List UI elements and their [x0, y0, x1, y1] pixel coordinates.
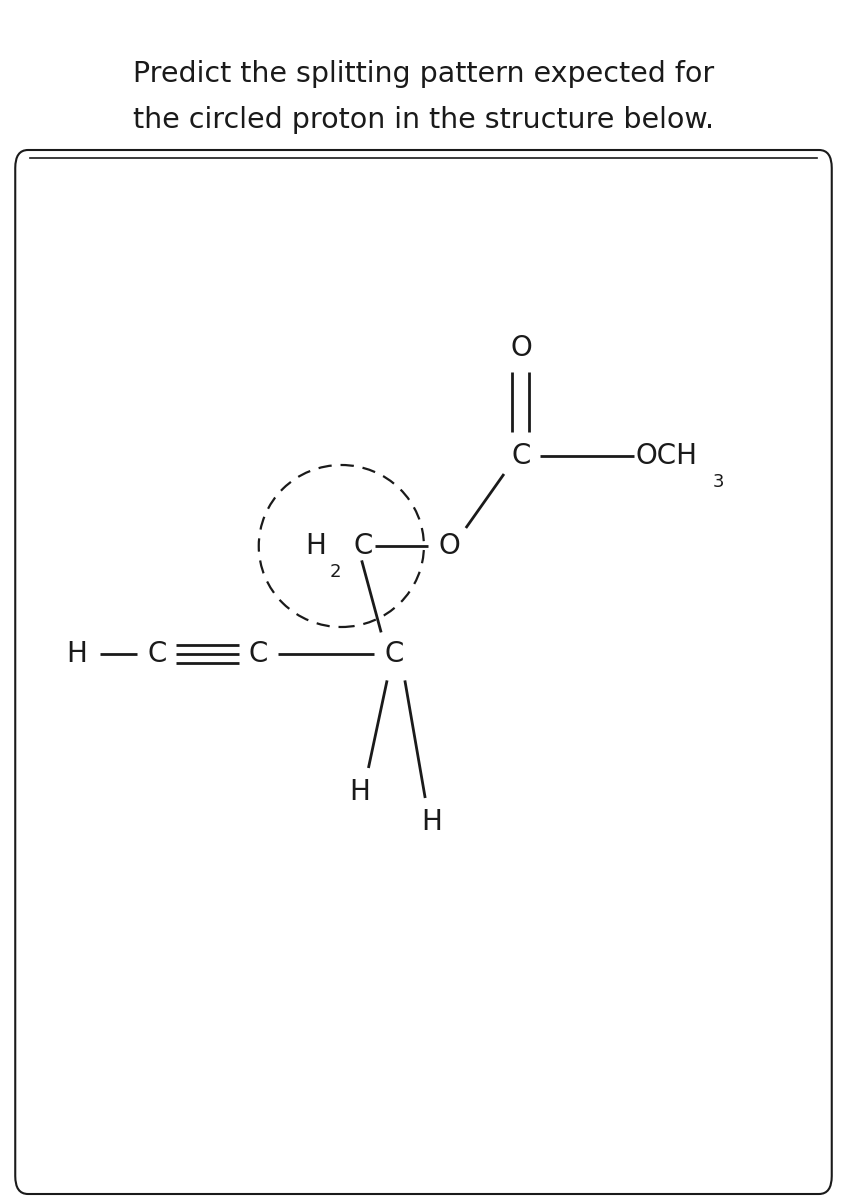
FancyBboxPatch shape [15, 150, 832, 1194]
Text: C: C [512, 442, 530, 470]
Text: O: O [438, 532, 460, 560]
Text: H: H [422, 808, 442, 836]
Text: H: H [305, 532, 326, 560]
Text: C: C [249, 640, 268, 668]
Text: Predict the splitting pattern expected for: Predict the splitting pattern expected f… [133, 60, 714, 89]
Text: H: H [350, 778, 370, 806]
Text: C: C [353, 532, 373, 560]
Text: H: H [66, 640, 86, 668]
Text: the circled proton in the structure below.: the circled proton in the structure belo… [133, 106, 714, 134]
Text: 3: 3 [713, 473, 725, 491]
Text: C: C [147, 640, 166, 668]
Text: C: C [385, 640, 403, 668]
Text: OCH: OCH [635, 442, 697, 470]
Text: 2: 2 [329, 563, 341, 581]
Text: O: O [510, 334, 532, 362]
